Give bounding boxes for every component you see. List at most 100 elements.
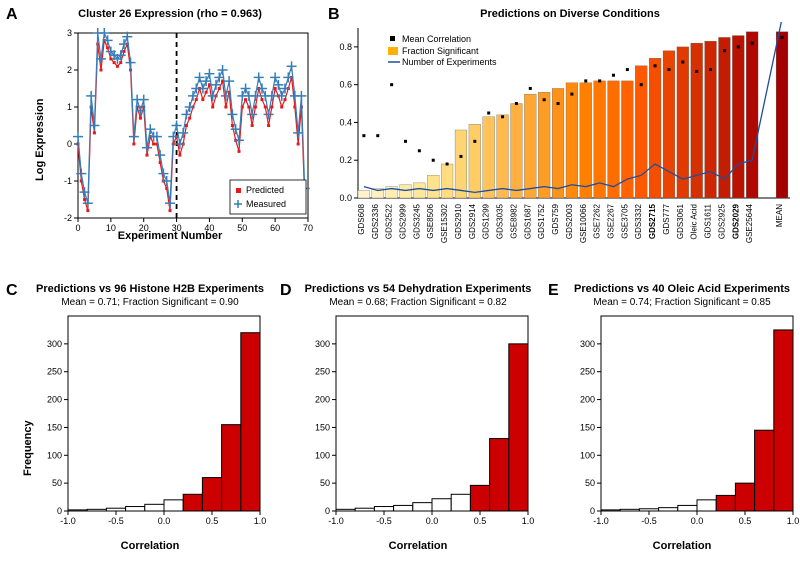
- svg-text:150: 150: [47, 422, 62, 432]
- svg-text:GSE25644: GSE25644: [745, 203, 754, 243]
- svg-text:0.5: 0.5: [206, 516, 219, 526]
- svg-text:GSE8506: GSE8506: [426, 203, 435, 238]
- svg-text:50: 50: [585, 478, 595, 488]
- svg-text:0.5: 0.5: [474, 516, 487, 526]
- svg-text:40: 40: [204, 223, 214, 233]
- svg-text:-0.5: -0.5: [641, 516, 657, 526]
- svg-text:Predicted: Predicted: [246, 185, 284, 195]
- svg-text:10: 10: [106, 223, 116, 233]
- svg-text:0.0: 0.0: [426, 516, 439, 526]
- svg-text:GSE7262: GSE7262: [593, 203, 602, 238]
- svg-text:70: 70: [303, 223, 313, 233]
- svg-text:Fraction Significant: Fraction Significant: [402, 46, 479, 56]
- svg-text:GSE10066: GSE10066: [579, 203, 588, 243]
- svg-text:300: 300: [580, 339, 595, 349]
- svg-text:20: 20: [139, 223, 149, 233]
- svg-text:1: 1: [67, 102, 72, 112]
- svg-text:GDS608: GDS608: [357, 203, 366, 234]
- svg-text:GDS2925: GDS2925: [717, 203, 726, 239]
- svg-text:GDS2910: GDS2910: [454, 203, 463, 239]
- svg-text:-0.5: -0.5: [108, 516, 124, 526]
- svg-text:GDS2715: GDS2715: [648, 203, 657, 239]
- panel-c-subtitle: Mean = 0.71; Fraction Significant = 0.90: [30, 297, 270, 308]
- panel-d-label: D: [280, 282, 292, 300]
- svg-text:0.2: 0.2: [339, 155, 352, 165]
- svg-text:GSE8982: GSE8982: [509, 203, 518, 238]
- svg-text:300: 300: [47, 339, 62, 349]
- svg-text:-0.5: -0.5: [376, 516, 392, 526]
- svg-text:250: 250: [580, 367, 595, 377]
- svg-text:Measured: Measured: [246, 199, 286, 209]
- svg-text:50: 50: [237, 223, 247, 233]
- svg-text:MEAN: MEAN: [775, 204, 784, 227]
- svg-text:GDS1687: GDS1687: [523, 203, 532, 239]
- panel-c-chart: 050100150200250300-1.0-0.50.00.51.0: [32, 312, 282, 542]
- panel-d-title: Predictions vs 54 Dehydration Experiment…: [298, 283, 538, 295]
- svg-text:1.0: 1.0: [254, 516, 267, 526]
- svg-text:GDS2336: GDS2336: [371, 203, 380, 239]
- svg-text:-1.0: -1.0: [593, 516, 609, 526]
- svg-text:1.0: 1.0: [787, 516, 800, 526]
- svg-text:100: 100: [47, 450, 62, 460]
- svg-text:GDS3332: GDS3332: [634, 203, 643, 239]
- svg-text:GDS2999: GDS2999: [398, 203, 407, 239]
- svg-text:150: 150: [315, 422, 330, 432]
- svg-text:300: 300: [315, 339, 330, 349]
- svg-text:GSE3705: GSE3705: [620, 203, 629, 238]
- svg-text:200: 200: [580, 395, 595, 405]
- svg-text:GDS777: GDS777: [662, 203, 671, 234]
- svg-text:3: 3: [67, 28, 72, 38]
- svg-text:GDS1299: GDS1299: [482, 203, 491, 239]
- svg-text:0.5: 0.5: [739, 516, 752, 526]
- svg-text:-1.0: -1.0: [328, 516, 344, 526]
- svg-text:GDS2003: GDS2003: [565, 203, 574, 239]
- svg-text:250: 250: [315, 367, 330, 377]
- svg-text:0.6: 0.6: [339, 80, 352, 90]
- svg-text:GSE2267: GSE2267: [606, 203, 615, 238]
- svg-text:1.0: 1.0: [522, 516, 535, 526]
- svg-text:0.8: 0.8: [339, 42, 352, 52]
- svg-text:200: 200: [47, 395, 62, 405]
- svg-text:Mean Correlation: Mean Correlation: [402, 34, 471, 44]
- panel-e-subtitle: Mean = 0.74; Fraction Significant = 0.85: [562, 297, 800, 308]
- panel-b-title: Predictions on Diverse Conditions: [400, 8, 740, 20]
- panel-a-label: A: [6, 6, 18, 24]
- svg-text:GDS2029: GDS2029: [731, 203, 740, 239]
- svg-text:GDS2522: GDS2522: [385, 203, 394, 239]
- svg-text:Number of Experiments: Number of Experiments: [402, 57, 497, 67]
- svg-text:GDS3035: GDS3035: [496, 203, 505, 239]
- panel-a-title: Cluster 26 Expression (rho = 0.963): [50, 8, 290, 20]
- svg-text:GDS1752: GDS1752: [537, 203, 546, 239]
- svg-text:0: 0: [75, 223, 80, 233]
- panel-e-title: Predictions vs 40 Oleic Acid Experiments: [562, 283, 800, 295]
- panel-a-chart: -2-10123010203040506070PredictedMeasured: [40, 25, 320, 235]
- svg-text:-1.0: -1.0: [60, 516, 76, 526]
- panel-e-label: E: [548, 282, 559, 300]
- panel-e-chart: 050100150200250300-1.0-0.50.00.51.0: [565, 312, 800, 542]
- svg-text:GDS2914: GDS2914: [468, 203, 477, 239]
- svg-text:-1: -1: [64, 176, 72, 186]
- svg-text:2: 2: [67, 65, 72, 75]
- svg-text:GDS3061: GDS3061: [676, 203, 685, 239]
- svg-text:100: 100: [580, 450, 595, 460]
- svg-text:250: 250: [47, 367, 62, 377]
- svg-text:0.0: 0.0: [339, 193, 352, 203]
- svg-text:30: 30: [172, 223, 182, 233]
- svg-text:GSE15302: GSE15302: [440, 203, 449, 243]
- panel-d-chart: 050100150200250300-1.0-0.50.00.51.0: [300, 312, 550, 542]
- svg-text:200: 200: [315, 395, 330, 405]
- svg-text:60: 60: [270, 223, 280, 233]
- svg-text:50: 50: [320, 478, 330, 488]
- svg-text:GDS759: GDS759: [551, 203, 560, 234]
- panel-b-chart: 0.0 0.2 0.4 0.6 0.8 GDS608 GDS2336 GDS2522 GDS29…: [330, 22, 800, 272]
- panel-c-label: C: [6, 282, 18, 300]
- svg-text:0: 0: [590, 506, 595, 516]
- svg-text:150: 150: [580, 422, 595, 432]
- svg-text:GDS3245: GDS3245: [412, 203, 421, 239]
- svg-text:50: 50: [52, 478, 62, 488]
- svg-text:0.0: 0.0: [158, 516, 171, 526]
- svg-text:GDS1611: GDS1611: [704, 203, 713, 238]
- svg-text:-2: -2: [64, 213, 72, 223]
- panel-c-title: Predictions vs 96 Histone H2B Experiment…: [30, 283, 270, 295]
- svg-text:0.4: 0.4: [339, 117, 352, 127]
